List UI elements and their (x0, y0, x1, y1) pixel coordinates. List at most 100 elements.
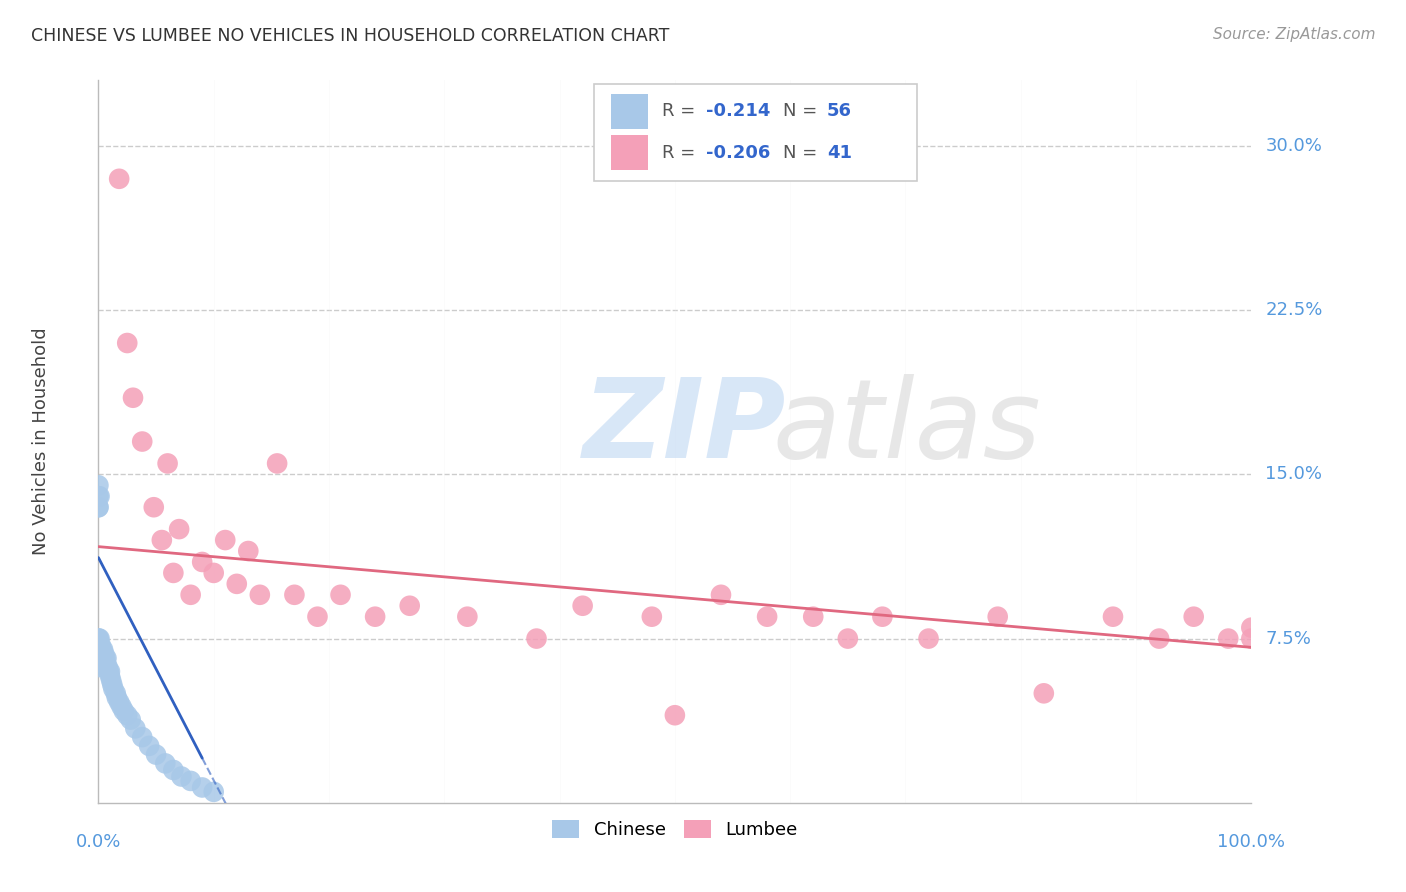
Point (124, 722, 146, 736)
Point (87, 489, 110, 503)
Point (987, 609, 1010, 624)
FancyBboxPatch shape (612, 94, 648, 128)
Point (112, 704, 135, 718)
Point (90, 647, 112, 661)
Text: Source: ZipAtlas.com: Source: ZipAtlas.com (1212, 27, 1375, 42)
Text: R =: R = (662, 103, 702, 120)
Point (90, 647, 112, 661)
Point (641, 609, 664, 624)
Point (456, 609, 478, 624)
Point (101, 677, 124, 691)
Point (89, 653, 111, 667)
Point (283, 588, 305, 602)
Text: -0.206: -0.206 (706, 144, 770, 161)
Point (117, 708, 139, 723)
Point (108, 171, 131, 186)
Point (214, 533, 236, 547)
Point (1240, 621, 1263, 635)
Point (108, 695, 131, 709)
Point (1240, 632, 1263, 646)
FancyBboxPatch shape (612, 136, 648, 169)
Point (91, 647, 114, 661)
Point (1032, 686, 1054, 700)
Point (917, 632, 939, 646)
Point (249, 588, 271, 602)
Point (145, 747, 167, 762)
Text: 0.0%: 0.0% (76, 833, 121, 851)
Point (329, 588, 352, 602)
Point (202, 566, 225, 580)
Point (167, 522, 190, 536)
Point (90, 653, 112, 667)
Point (756, 609, 779, 624)
Point (1218, 632, 1240, 646)
Point (87, 632, 110, 646)
Point (180, 588, 202, 602)
Point (94, 657, 117, 672)
Point (526, 632, 548, 646)
Point (872, 609, 894, 624)
Point (180, 773, 202, 788)
Point (162, 763, 184, 777)
Text: 56: 56 (827, 103, 852, 120)
Point (710, 588, 733, 602)
Point (122, 391, 145, 405)
Point (90, 642, 112, 657)
Point (150, 533, 173, 547)
Point (120, 713, 142, 727)
Point (87, 638, 110, 652)
Point (191, 780, 214, 795)
Point (89, 489, 111, 503)
Point (89, 642, 111, 657)
Point (87, 478, 110, 492)
Point (801, 609, 824, 624)
Text: R =: R = (662, 144, 702, 161)
Text: atlas: atlas (773, 374, 1042, 481)
Point (110, 699, 132, 714)
Text: 100.0%: 100.0% (1218, 833, 1285, 851)
Point (89, 638, 111, 652)
Point (398, 599, 420, 613)
Point (90, 638, 112, 652)
Point (142, 500, 165, 515)
Point (266, 457, 288, 471)
Point (87, 500, 110, 515)
Point (156, 457, 179, 471)
Point (664, 708, 686, 723)
Point (225, 577, 247, 591)
Point (97, 665, 120, 679)
Point (837, 632, 859, 646)
Point (1147, 632, 1170, 646)
Point (1182, 609, 1205, 624)
Point (87, 647, 110, 661)
Point (89, 632, 111, 646)
Text: -0.214: -0.214 (706, 103, 770, 120)
Point (571, 599, 593, 613)
Point (100, 673, 122, 688)
Point (364, 609, 387, 624)
Point (89, 647, 111, 661)
Point (90, 653, 112, 667)
Text: ZIP: ZIP (582, 374, 786, 481)
Point (1102, 609, 1125, 624)
Point (91, 653, 114, 667)
Text: 15.0%: 15.0% (1265, 466, 1322, 483)
Point (162, 566, 184, 580)
Point (170, 770, 193, 784)
Text: N =: N = (783, 103, 824, 120)
Text: 7.5%: 7.5% (1265, 630, 1312, 648)
Point (97, 660, 120, 674)
Point (131, 434, 153, 449)
Point (87, 660, 110, 674)
Point (238, 544, 260, 558)
Point (96, 651, 118, 665)
Point (98, 669, 121, 683)
Point (104, 686, 127, 700)
Text: CHINESE VS LUMBEE NO VEHICLES IN HOUSEHOLD CORRELATION CHART: CHINESE VS LUMBEE NO VEHICLES IN HOUSEHO… (31, 27, 669, 45)
Point (307, 609, 329, 624)
Point (117, 336, 139, 351)
Point (155, 756, 177, 771)
Point (93, 653, 115, 667)
Point (191, 555, 214, 569)
Point (96, 657, 118, 672)
